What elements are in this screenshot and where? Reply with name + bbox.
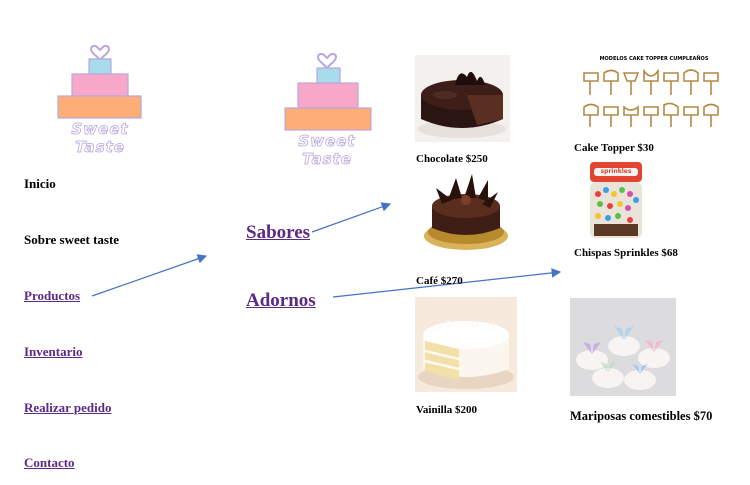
nav-sobre[interactable]: Sobre sweet taste: [24, 232, 120, 247]
brand-name: Sweet Taste: [298, 132, 356, 169]
cake-topper-image-title: MODELOS CAKE TOPPER CUMPLEAÑOS: [599, 56, 709, 62]
cafe-cake-image: [418, 170, 514, 255]
butterflies-cupcakes-image: [570, 298, 676, 396]
brand-name: Sweet Taste: [71, 120, 129, 157]
nav-contacto[interactable]: Contacto: [24, 455, 75, 470]
nav-inicio[interactable]: Inicio: [24, 176, 56, 191]
vainilla-cake-image: [415, 297, 517, 392]
nav-realizar-pedido[interactable]: Realizar pedido: [24, 400, 112, 415]
nav-productos[interactable]: Productos: [24, 288, 81, 303]
sprinkles-caption: Chispas Sprinkles $68: [574, 247, 678, 259]
butterflies-caption: Mariposas comestibles $70: [570, 409, 713, 423]
vainilla-caption: Vainilla $200: [416, 404, 478, 416]
brand-logo-secondary: Sweet Taste: [277, 52, 377, 168]
cake-topper-caption: Cake Topper $30: [574, 142, 654, 154]
sprinkles-jar-image: sprinkles: [586, 160, 646, 240]
cafe-caption: Café $270: [416, 275, 463, 287]
category-adornos-link[interactable]: Adornos: [246, 290, 316, 311]
arrow-sabores-to-flavors: [311, 202, 392, 233]
cake-logo-icon: [57, 44, 142, 119]
cake-logo-icon: [284, 52, 372, 131]
sprinkles-jar-label: sprinkles: [600, 168, 632, 175]
arrow-productos-to-categories: [91, 254, 208, 297]
cake-topper-image: MODELOS CAKE TOPPER CUMPLEAÑOS: [580, 55, 728, 135]
brand-logo: Sweet Taste: [50, 42, 150, 156]
chocolate-caption: Chocolate $250: [416, 153, 488, 165]
nav-inventario[interactable]: Inventario: [24, 344, 83, 359]
chocolate-cake-image: [415, 55, 510, 142]
category-sabores-link[interactable]: Sabores: [246, 222, 311, 243]
